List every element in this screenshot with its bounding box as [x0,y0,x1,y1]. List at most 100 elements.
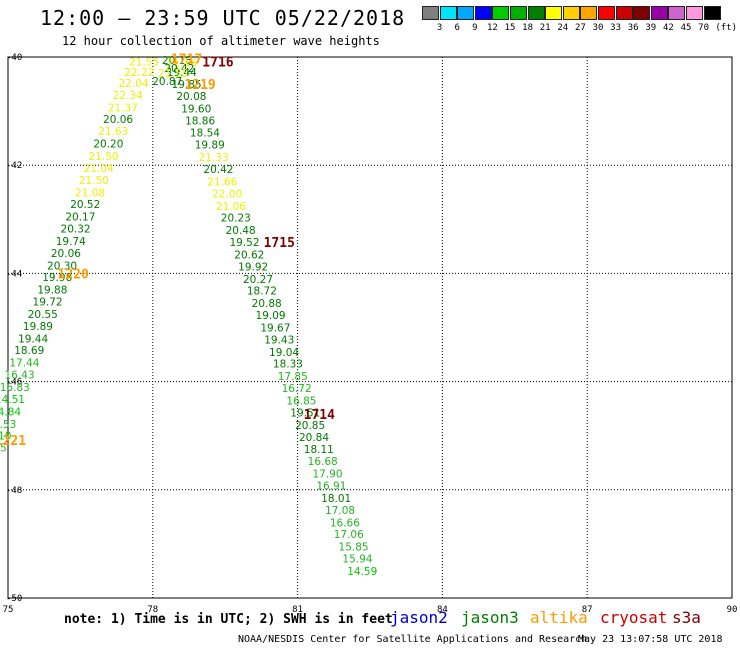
y-tick-label: -40 [6,53,22,63]
x-tick-label: 84 [437,605,448,615]
wave-height-value: 21.50 [79,175,109,187]
wave-height-value: 20.06 [103,114,133,126]
wave-height-value: 15.53 [0,419,16,431]
colorbar-tick: 18 [522,23,534,33]
wave-height-value: 19.44 [167,67,197,79]
y-tick-label: -42 [6,161,22,171]
wave-height-value: 16.66 [330,517,360,529]
wave-height-value: 17.44 [9,358,39,370]
wave-height-value: 20.42 [203,164,233,176]
wave-height-value: 19.88 [37,285,67,297]
wave-height-value: 20.55 [28,309,58,321]
wave-height-value: 17.08 [325,505,355,517]
wave-height-value: 21.16 [167,57,197,69]
x-tick-label: 75 [3,605,14,615]
wave-height-value: 20.62 [234,249,264,261]
wave-height-value: 22.34 [113,90,143,102]
x-tick-label: 78 [147,605,158,615]
colorbar-swatch [598,6,615,20]
wave-height-value: 18.86 [185,115,215,127]
wave-height-value: 18.01 [321,493,351,505]
wave-height-value: 21.55 [158,68,188,80]
wave-height-value: 18.72 [247,286,277,298]
wave-height-value: 19.72 [33,297,63,309]
wave-height-value: 19.89 [23,321,53,333]
wave-height-value: 21.06 [216,201,246,213]
wave-height-value: 19.51 [290,407,320,419]
wave-height-value: 19.92 [238,261,268,273]
plot-frame [7,56,733,599]
colorbar-swatch [686,6,703,20]
wave-height-value: 19.04 [269,347,299,359]
wave-height-value: 16.68 [308,456,338,468]
colorbar-tick: 42 [662,23,674,33]
colorbar-tick: 33 [610,23,622,33]
wave-height-value: 19.44 [18,333,48,345]
pass-time-label: 1714 [304,408,335,423]
pass-time-label: 1219 [184,78,215,93]
colorbar-tick: 9 [472,23,478,33]
y-tick-label: -44 [6,269,22,279]
wave-height-value: 20.08 [176,91,206,103]
wave-height-value: 20.23 [221,213,251,225]
wave-height-value: 15.94 [342,554,372,566]
wave-height-value: 20.87 [152,76,182,88]
wave-height-value: 19.74 [56,236,86,248]
wave-height-value: 21.04 [84,163,114,175]
colorbar-tick: 12 [486,23,498,33]
legend-jason3: jason3 [461,608,519,627]
wave-height-value: 16.72 [282,383,312,395]
wave-height-value: 20.27 [243,274,273,286]
wave-height-value: 16.83 [0,382,30,394]
y-tick-label: -48 [6,486,22,496]
wave-height-value: 20.85 [295,420,325,432]
wave-height-value: 20.17 [65,212,95,224]
colorbar-swatch [562,6,580,20]
y-tick-label: -50 [6,594,22,604]
colorbar-tick: 15 [504,23,516,33]
wave-height-value: 20.42 [164,63,194,75]
colorbar-tick: 39 [645,23,657,33]
wave-height-value: 19.67 [260,323,290,335]
chart-title: 12:00 – 23:59 UTC 05/22/2018 [40,6,406,30]
wave-height-value: 20.06 [51,248,81,260]
x-tick-label: 81 [292,605,303,615]
footer-note: note: 1) Time is in UTC; 2) SWH is in fe… [64,612,393,627]
chart-subtitle: 12 hour collection of altimeter wave hei… [62,34,380,48]
colorbar-tick: 6 [454,23,460,33]
wave-height-value: 14.59 [347,566,377,578]
colorbar-tick: 30 [592,23,604,33]
wave-height-value: 21.55 [129,56,159,68]
wave-height-value: 20.52 [70,199,100,211]
colorbar-tick: 21 [539,23,551,33]
colorbar-tick: 70 [698,23,710,33]
wave-height-value: 19.98 [42,272,72,284]
pass-time-label: 1715 [264,236,295,251]
colorbar-swatch [457,6,475,20]
wave-height-value: 15.85 [339,542,369,554]
colorbar-swatch [615,6,633,20]
colorbar-swatch [633,6,651,20]
colorbar-tick: 45 [680,23,692,33]
wave-height-value: 21.37 [108,102,138,114]
wave-height-value: 14.84 [0,406,21,418]
wave-height-value: 14.51 [0,394,25,406]
wave-height-value: 17.90 [312,469,342,481]
x-tick-label: 90 [727,605,738,615]
wave-height-value: 18.69 [14,345,44,357]
colorbar-swatch [545,6,563,20]
colorbar-swatch [580,6,598,20]
colorbar-swatch [527,6,545,20]
colorbar-swatch [422,6,439,20]
wave-height-value: 19.09 [256,310,286,322]
colorbar-swatch [439,6,457,20]
colorbar-swatch [474,6,492,20]
wave-height-value: 21.63 [98,126,128,138]
legend-cryosat: cryosat [600,608,668,627]
generation-timestamp: May 23 13:07:58 UTC 2018 [578,634,723,645]
wave-height-value: 22.04 [118,78,148,90]
wave-height-value: 21.33 [199,152,229,164]
wave-height-value: 19.89 [195,140,225,152]
wave-height-value: 17.06 [334,529,364,541]
